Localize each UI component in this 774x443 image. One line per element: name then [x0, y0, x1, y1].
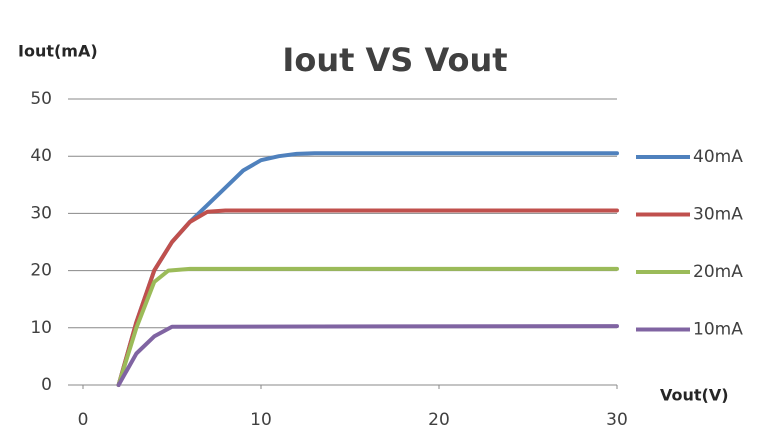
y-tick-label: 10 — [30, 318, 52, 338]
y-tick-label: 40 — [30, 146, 52, 166]
x-axis-label: Vout(V) — [660, 386, 729, 405]
line — [116, 266, 619, 387]
x-tick-label: 30 — [606, 410, 628, 430]
y-tick-label: 20 — [30, 261, 52, 281]
y-tick-label: 30 — [30, 203, 52, 223]
legend-label: 30mA — [693, 205, 743, 225]
x-tick-label: 0 — [78, 410, 89, 430]
legend-label: 40mA — [693, 147, 743, 167]
line — [116, 208, 619, 387]
line — [116, 324, 619, 387]
chart-title: Iout VS Vout — [282, 41, 507, 79]
legend-label: 10mA — [693, 320, 743, 340]
y-axis-label: Iout(mA) — [18, 42, 98, 61]
x-tick-label: 20 — [428, 410, 450, 430]
x-tick-label: 10 — [250, 410, 272, 430]
y-tick-label: 0 — [41, 375, 52, 395]
y-tick-label: 50 — [30, 89, 52, 109]
legend-label: 20mA — [693, 262, 743, 282]
